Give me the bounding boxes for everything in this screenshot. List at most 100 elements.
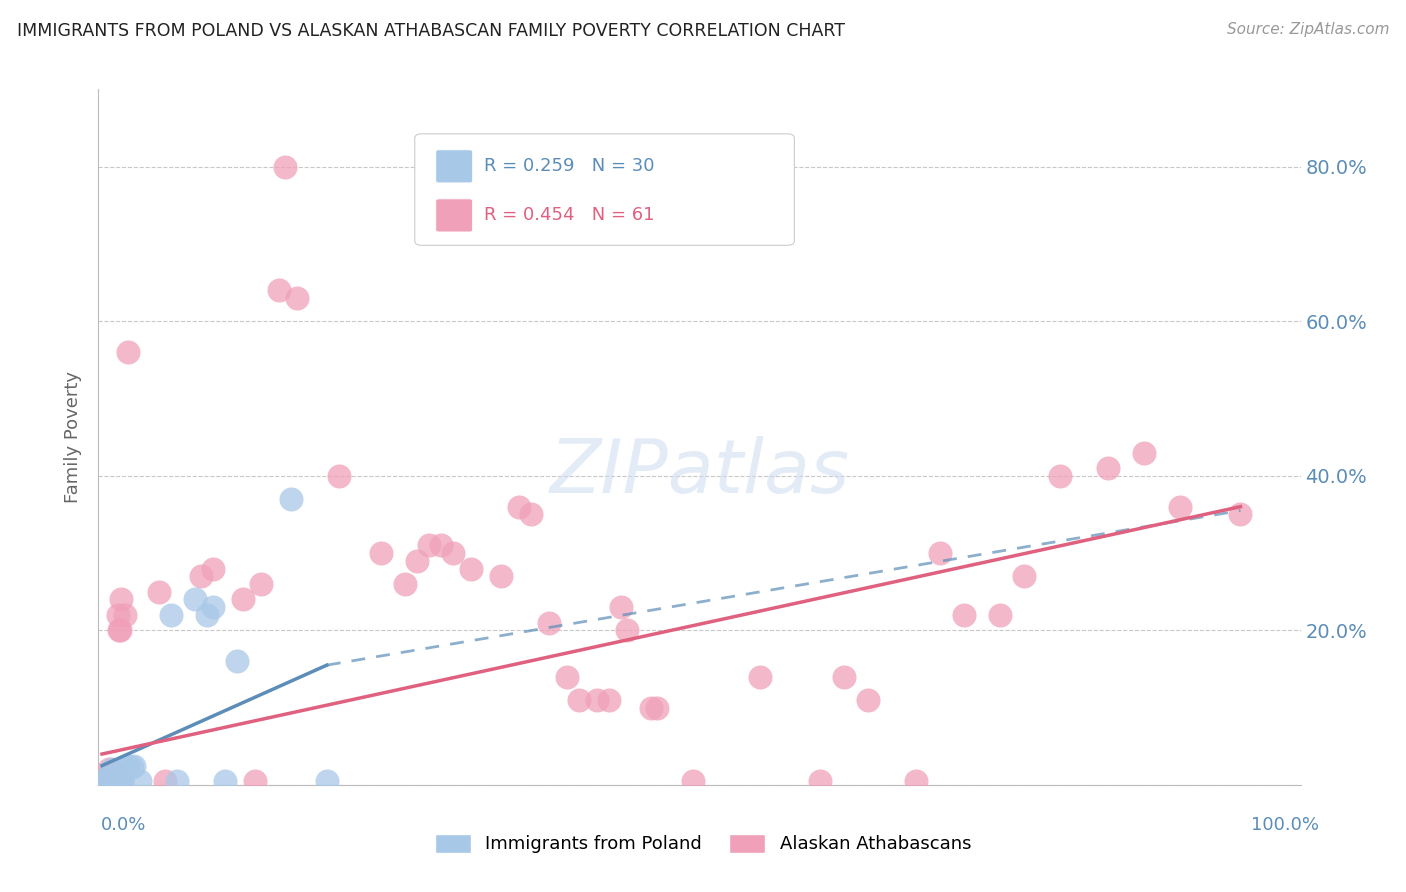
Point bbox=[104, 774, 127, 789]
Point bbox=[105, 770, 128, 784]
Point bbox=[108, 774, 131, 789]
Point bbox=[91, 774, 114, 789]
Point bbox=[460, 561, 482, 575]
Point bbox=[96, 772, 118, 786]
Point bbox=[232, 592, 254, 607]
Point bbox=[201, 561, 224, 575]
Point bbox=[520, 508, 543, 522]
Point bbox=[616, 624, 638, 638]
Point bbox=[201, 600, 224, 615]
Point bbox=[489, 569, 512, 583]
Point bbox=[430, 538, 453, 552]
Point bbox=[555, 670, 578, 684]
Point bbox=[370, 546, 392, 560]
Point bbox=[93, 774, 115, 789]
Point bbox=[610, 600, 633, 615]
Point bbox=[108, 624, 131, 638]
Point bbox=[93, 774, 115, 789]
Point bbox=[647, 700, 669, 714]
Point bbox=[394, 577, 416, 591]
Point bbox=[117, 758, 139, 772]
Point bbox=[682, 774, 704, 789]
Point bbox=[418, 538, 440, 552]
Point bbox=[148, 584, 170, 599]
Point bbox=[190, 569, 212, 583]
Point bbox=[249, 577, 271, 591]
Point bbox=[166, 774, 188, 789]
Point bbox=[103, 774, 125, 789]
Point bbox=[441, 546, 464, 560]
Point bbox=[100, 770, 122, 784]
Point bbox=[100, 770, 122, 784]
Point bbox=[107, 774, 129, 789]
Y-axis label: Family Poverty: Family Poverty bbox=[65, 371, 83, 503]
Point bbox=[988, 607, 1011, 622]
Point bbox=[114, 763, 136, 777]
Point bbox=[121, 760, 143, 774]
Text: R = 0.259   N = 30: R = 0.259 N = 30 bbox=[484, 157, 654, 176]
Point bbox=[1097, 461, 1119, 475]
Point bbox=[285, 291, 308, 305]
Text: 100.0%: 100.0% bbox=[1251, 816, 1319, 834]
Text: IMMIGRANTS FROM POLAND VS ALASKAN ATHABASCAN FAMILY POVERTY CORRELATION CHART: IMMIGRANTS FROM POLAND VS ALASKAN ATHABA… bbox=[17, 22, 845, 40]
Point bbox=[100, 774, 122, 789]
Point bbox=[928, 546, 950, 560]
Point bbox=[315, 774, 337, 789]
Point bbox=[225, 654, 247, 668]
Point bbox=[183, 592, 205, 607]
Point bbox=[243, 774, 266, 789]
Point bbox=[508, 500, 530, 514]
Point bbox=[856, 693, 879, 707]
Point bbox=[111, 774, 134, 789]
Text: 0.0%: 0.0% bbox=[101, 816, 146, 834]
Text: ZIPatlas: ZIPatlas bbox=[550, 436, 849, 508]
Point bbox=[94, 770, 117, 784]
Point bbox=[96, 774, 118, 789]
Point bbox=[1170, 500, 1192, 514]
Point bbox=[98, 763, 121, 777]
Point bbox=[538, 615, 561, 630]
Point bbox=[832, 670, 855, 684]
Point bbox=[108, 766, 131, 780]
Point bbox=[1049, 468, 1071, 483]
Point bbox=[101, 770, 124, 784]
Point bbox=[214, 774, 236, 789]
Point bbox=[93, 774, 115, 789]
Point bbox=[108, 624, 131, 638]
Point bbox=[406, 554, 429, 568]
Point bbox=[117, 345, 139, 359]
Text: R = 0.454   N = 61: R = 0.454 N = 61 bbox=[484, 206, 654, 225]
Point bbox=[640, 700, 662, 714]
Point bbox=[280, 491, 302, 506]
Point bbox=[274, 160, 297, 174]
Point bbox=[97, 770, 120, 784]
Point bbox=[105, 774, 128, 789]
Point bbox=[107, 607, 129, 622]
Point bbox=[328, 468, 350, 483]
Point bbox=[103, 766, 125, 780]
Point bbox=[129, 774, 152, 789]
Point bbox=[97, 774, 120, 789]
Point bbox=[153, 774, 176, 789]
Point bbox=[598, 693, 620, 707]
Point bbox=[100, 763, 122, 777]
Point bbox=[586, 693, 609, 707]
Point bbox=[808, 774, 831, 789]
Point bbox=[1229, 508, 1251, 522]
Point bbox=[267, 283, 290, 297]
Legend: Immigrants from Poland, Alaskan Athabascans: Immigrants from Poland, Alaskan Athabasc… bbox=[427, 827, 979, 861]
Point bbox=[124, 758, 146, 772]
Text: Source: ZipAtlas.com: Source: ZipAtlas.com bbox=[1226, 22, 1389, 37]
Point bbox=[159, 607, 181, 622]
Point bbox=[98, 774, 121, 789]
Point bbox=[953, 607, 976, 622]
Point bbox=[195, 607, 218, 622]
Point bbox=[568, 693, 591, 707]
Point bbox=[1133, 445, 1156, 459]
Point bbox=[111, 774, 134, 789]
Point bbox=[904, 774, 927, 789]
Point bbox=[110, 592, 132, 607]
Point bbox=[748, 670, 770, 684]
Point bbox=[114, 607, 136, 622]
Point bbox=[1012, 569, 1035, 583]
